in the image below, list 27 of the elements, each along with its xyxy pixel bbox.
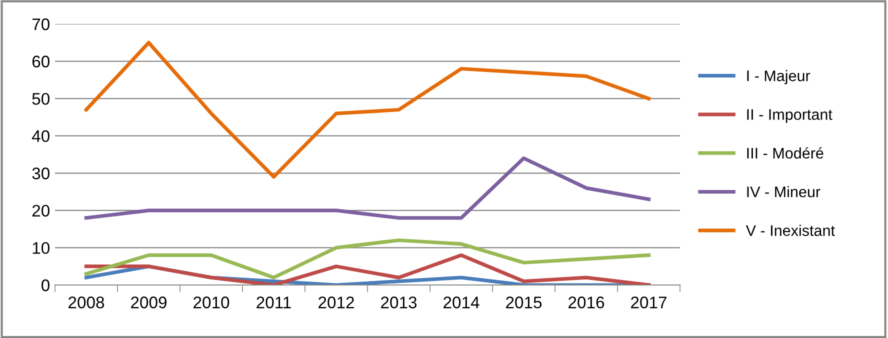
legend-label: I - Majeur	[747, 70, 810, 84]
y-tick-label: 70	[32, 18, 50, 30]
y-tick-label: 0	[42, 279, 50, 292]
line-series	[84, 40, 651, 179]
line-series	[84, 253, 651, 285]
x-tick-label: 2011	[256, 296, 291, 308]
y-tick-label: 50	[32, 92, 50, 105]
x-tick-label: 2016	[568, 296, 604, 308]
x-tick-label: 2010	[194, 296, 230, 308]
legend-label: IV - Mineur	[747, 186, 820, 198]
x-tick-label: 2014	[444, 296, 480, 308]
x-tick-label: 2012	[318, 296, 354, 308]
line-series	[84, 156, 651, 220]
y-tick-label: 60	[32, 56, 50, 68]
x-tick-label: 2013	[381, 296, 417, 308]
legend-label: II - Important	[747, 109, 832, 123]
x-tick-label: 2008	[68, 296, 104, 308]
x-tick-label: 2015	[506, 296, 542, 308]
x-tick-label: 2017	[631, 296, 666, 308]
y-tick-label: 20	[32, 204, 50, 217]
line-series	[84, 238, 651, 280]
legend-label: V - Inexistant	[746, 224, 835, 236]
y-tick-label: 40	[32, 130, 50, 142]
x-tick-label: 2009	[131, 296, 166, 308]
legend-label: III - Modéré	[747, 147, 824, 159]
y-tick-label: 30	[32, 168, 50, 180]
y-tick-label: 10	[32, 242, 50, 254]
